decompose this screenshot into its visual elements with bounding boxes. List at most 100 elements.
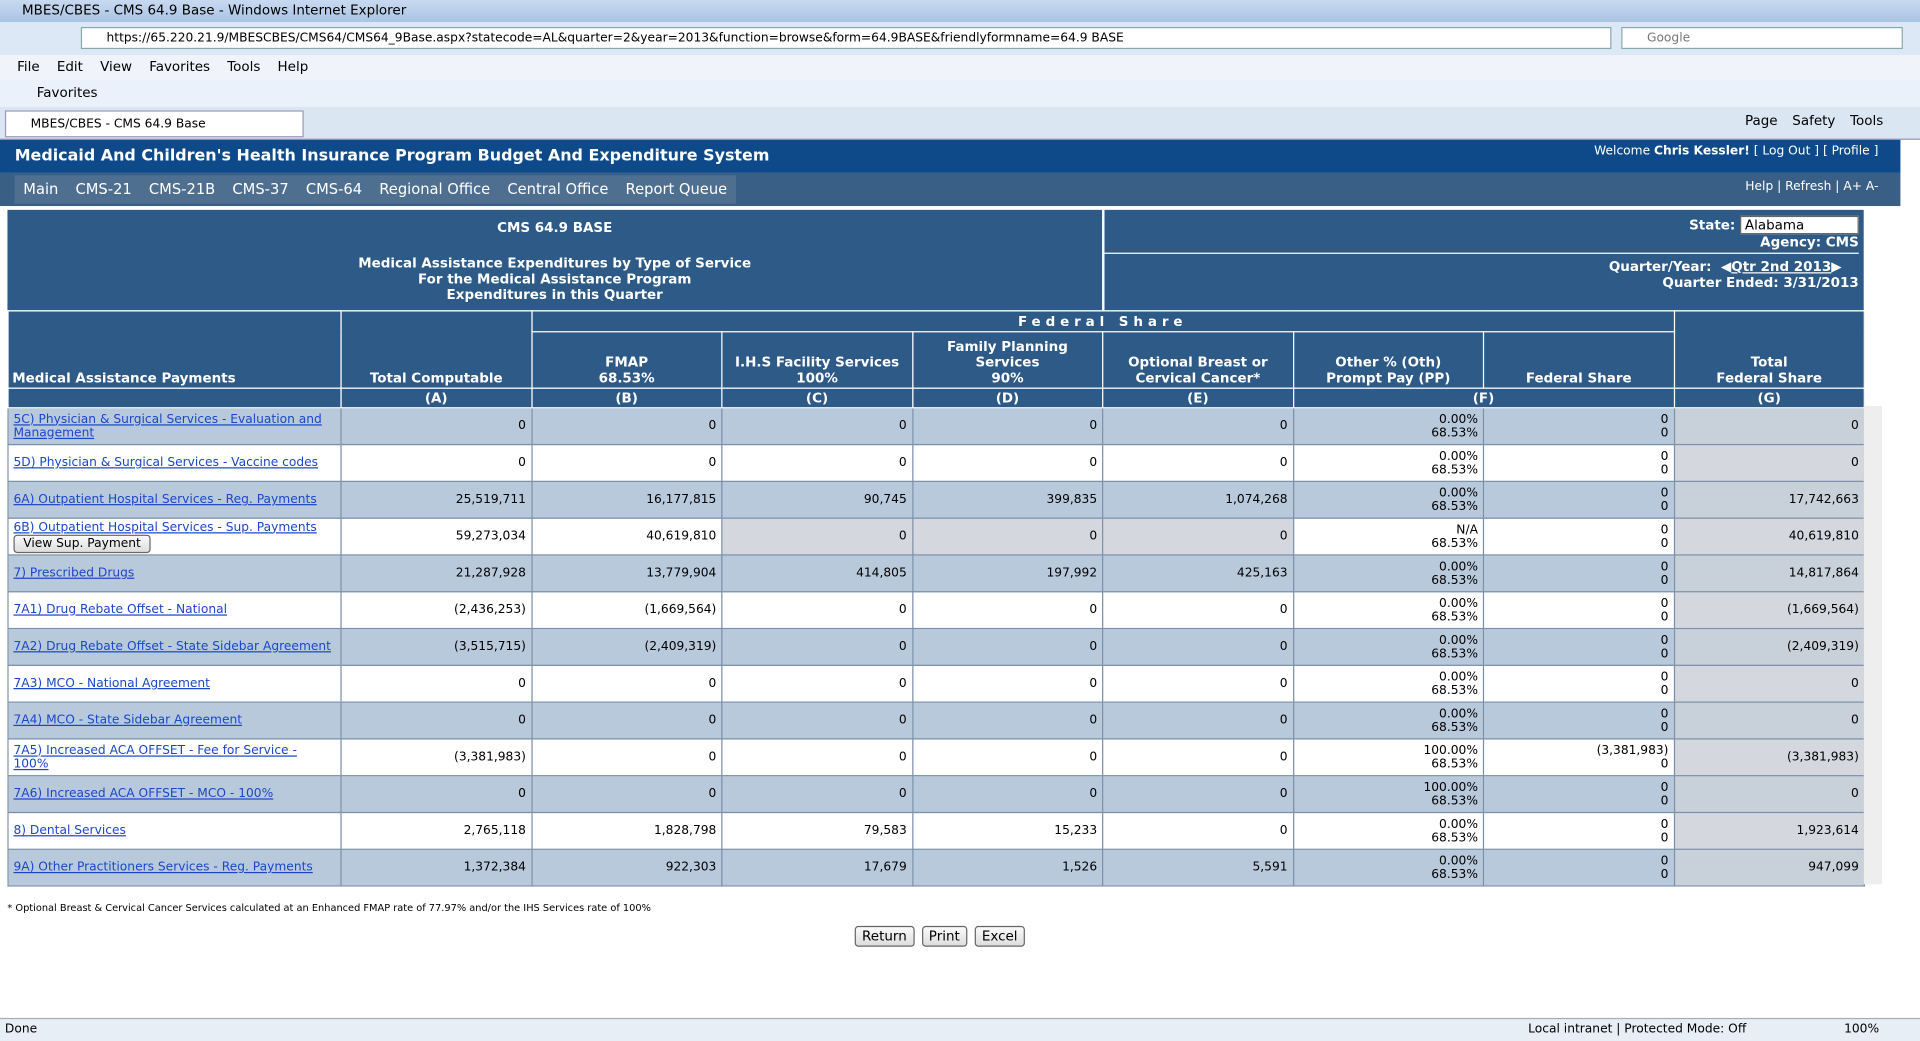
quarter[interactable]: Qtr 2nd 2013: [1731, 258, 1832, 275]
rate: 0.00%: [1439, 449, 1478, 463]
row-link[interactable]: 5D) Physician & Surgical Services - Vacc…: [13, 456, 319, 470]
row-link[interactable]: 9A) Other Practitioners Services - Reg. …: [13, 860, 313, 875]
nav-item[interactable]: CMS-64: [305, 180, 363, 198]
button[interactable]: Print: [921, 925, 968, 947]
rate: 68.53%: [1431, 683, 1478, 698]
header-line: Federal Share: [1525, 370, 1632, 387]
row-link[interactable]: 7A4) MCO - State Sidebar Agreement: [13, 713, 243, 728]
refresh[interactable]: Refresh: [1785, 180, 1832, 194]
row-label: 7A3) MCO - National Agreement: [7, 664, 342, 703]
cell: 1,372,384: [340, 848, 533, 887]
row-label: 7A1) Drug Rebate Offset - National: [7, 591, 342, 630]
cell: 425,163: [1102, 554, 1294, 593]
rate-cell: 0.00% 68.53%: [1292, 627, 1485, 666]
row-link[interactable]: 7A3) MCO - National Agreement: [13, 676, 210, 691]
cell: 0: [340, 701, 533, 740]
rate: 68.53%: [1431, 536, 1478, 551]
nav-item[interactable]: CMS-21B: [148, 180, 216, 198]
nav-item[interactable]: Central Office: [507, 180, 609, 198]
menu-item[interactable]: File: [17, 58, 40, 75]
menu-item[interactable]: View: [100, 58, 133, 75]
row-link[interactable]: 7A5) Increased ACA OFFSET - Fee for Serv…: [13, 743, 297, 771]
col-header: I.H.S Facility Services 100%: [721, 331, 913, 389]
command[interactable]: Tools: [1850, 112, 1884, 129]
command[interactable]: Page: [1744, 112, 1778, 129]
nav-item[interactable]: Report Queue: [625, 180, 728, 198]
cell: 0: [721, 775, 913, 814]
rate: 0.00%: [1439, 854, 1478, 868]
welcome: Welcome Chris Kessler! [ Log Out ] [ Pro…: [1594, 145, 1878, 158]
share: 0: [1660, 707, 1669, 721]
nav-item[interactable]: CMS-37: [232, 180, 289, 198]
welcome-text: Welcome: [1594, 144, 1651, 159]
row-label: 7A4) MCO - State Sidebar Agreement: [7, 701, 342, 740]
help[interactable]: Help: [1745, 180, 1774, 194]
button[interactable]: Return: [854, 925, 915, 947]
rate: 0.00%: [1439, 559, 1478, 574]
cell: 1,526: [911, 848, 1104, 887]
search-box[interactable]: Google: [1621, 26, 1903, 50]
quarter-label: Quarter/Year:: [1608, 258, 1712, 275]
command-bar: Page Safety Tools: [1730, 113, 1883, 129]
total-cell: 947,099: [1673, 848, 1865, 887]
profile[interactable]: [ Profile ]: [1822, 144, 1879, 159]
menu-item[interactable]: Tools: [227, 58, 261, 75]
button[interactable]: View Sup. Payment: [13, 534, 151, 553]
tab[interactable]: MBES/CBES - CMS 64.9 Base: [4, 110, 304, 138]
tab-bar: [0, 106, 1920, 140]
cell: 1,828,798: [530, 811, 723, 850]
row-link[interactable]: 5C) Physician & Surgical Services - Eval…: [13, 412, 322, 440]
row-link[interactable]: 6A) Outpatient Hospital Services - Reg. …: [13, 493, 317, 507]
app-title: Medicaid And Children's Health Insurance…: [14, 147, 770, 166]
row-link[interactable]: 7A6) Increased ACA OFFSET - MCO - 100%: [13, 787, 274, 801]
header-line: 68.53%: [598, 370, 655, 387]
cell: 25,519,711: [340, 480, 533, 519]
cell: 0: [911, 701, 1104, 740]
rate: 68.53%: [1431, 757, 1478, 771]
nav-right: Help | Refresh | A+ A-: [1745, 180, 1879, 194]
menu-bar: File Edit View Favorites Tools Help: [0, 55, 1920, 80]
cell: 0: [1102, 664, 1294, 703]
state-select[interactable]: Alabama: [1740, 215, 1859, 235]
url[interactable]: https://65.220.21.9/MBESCBES/CMS64/CMS64…: [80, 26, 1612, 50]
rate: 68.53%: [1431, 499, 1478, 514]
row-link[interactable]: 8) Dental Services: [13, 824, 126, 838]
row-link[interactable]: 7A1) Drug Rebate Offset - National: [13, 603, 228, 617]
agency: Agency: CMS: [1104, 234, 1859, 254]
rate: 68.53%: [1431, 610, 1478, 624]
scrollbar[interactable]: [1863, 405, 1883, 885]
rate: 68.53%: [1431, 426, 1478, 440]
nav-item[interactable]: Main: [23, 180, 59, 198]
command[interactable]: Safety: [1792, 112, 1836, 129]
row-label: 6A) Outpatient Hospital Services - Reg. …: [7, 480, 342, 519]
nav-item[interactable]: Regional Office: [379, 180, 491, 198]
cell: 21,287,928: [340, 554, 533, 593]
row-link[interactable]: 6B) Outpatient Hospital Services - Sup. …: [13, 520, 317, 535]
zoom[interactable]: 100%: [1844, 1022, 1880, 1037]
total-cell: 0: [1673, 664, 1865, 703]
state-label: State:: [1689, 217, 1736, 234]
cell: (2,436,253): [340, 591, 533, 630]
cell: 0: [530, 738, 723, 777]
nav-item[interactable]: CMS-21: [75, 180, 132, 198]
menu-item[interactable]: Favorites: [149, 58, 211, 75]
font-size[interactable]: A+ A-: [1843, 180, 1879, 194]
menu-item[interactable]: Edit: [56, 58, 83, 75]
logout[interactable]: [ Log Out ]: [1753, 144, 1820, 159]
row-label: 5D) Physician & Surgical Services - Vacc…: [7, 443, 342, 482]
share: 0: [1660, 449, 1669, 463]
rate: 68.53%: [1431, 720, 1478, 735]
row-link[interactable]: 7A2) Drug Rebate Offset - State Sidebar …: [13, 640, 331, 654]
share: 0: [1660, 412, 1669, 427]
rate-cell: 0.00% 68.53%: [1292, 407, 1485, 446]
cell: 13,779,904: [530, 554, 723, 593]
row-link[interactable]: 7) Prescribed Drugs: [13, 566, 135, 581]
share: 0: [1660, 794, 1669, 808]
cell: 0: [530, 443, 723, 482]
favorites[interactable]: Favorites: [36, 84, 98, 101]
share-cell: (3,381,983) 0: [1482, 738, 1675, 777]
menu-item[interactable]: Help: [277, 58, 309, 75]
button[interactable]: Excel: [974, 925, 1025, 947]
